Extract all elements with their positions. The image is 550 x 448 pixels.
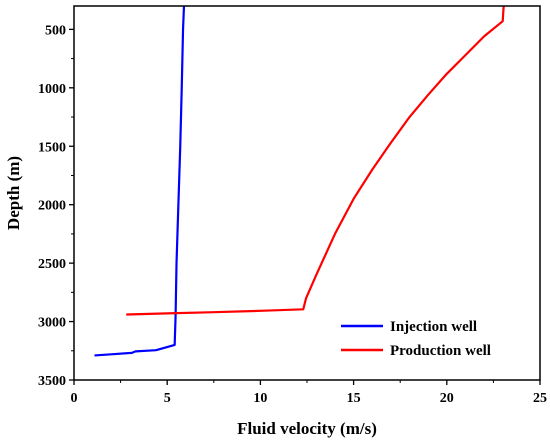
x-tick-label: 25 (533, 391, 547, 406)
series-layer (94, 6, 505, 357)
y-axis-title: Depth (m) (4, 156, 23, 230)
y-axis: 500 1000 1500 2000 2500 3000 3500 (38, 23, 74, 389)
y-tick-label: 3000 (38, 316, 66, 331)
x-axis-title: Fluid velocity (m/s) (237, 419, 377, 438)
x-tick-label: 15 (347, 391, 361, 406)
x-tick-label: 10 (253, 391, 267, 406)
x-axis: 0 5 10 15 20 25 (71, 380, 547, 406)
y-tick-label: 3500 (38, 374, 66, 389)
legend: Injection well Production well (341, 319, 491, 359)
y-tick-label: 2000 (38, 199, 66, 214)
y-tick-label: 500 (45, 23, 66, 38)
x-tick-label: 0 (71, 391, 78, 406)
series-line-1 (94, 6, 186, 357)
y-tick-label: 1500 (38, 140, 66, 155)
y-tick-label: 1000 (38, 82, 66, 97)
x-tick-label: 20 (440, 391, 454, 406)
y-tick-label: 2500 (38, 257, 66, 272)
x-tick-label: 5 (164, 391, 171, 406)
legend-label-2: Production well (390, 343, 491, 359)
legend-label-1: Injection well (390, 319, 477, 335)
series-line-2 (126, 6, 505, 316)
